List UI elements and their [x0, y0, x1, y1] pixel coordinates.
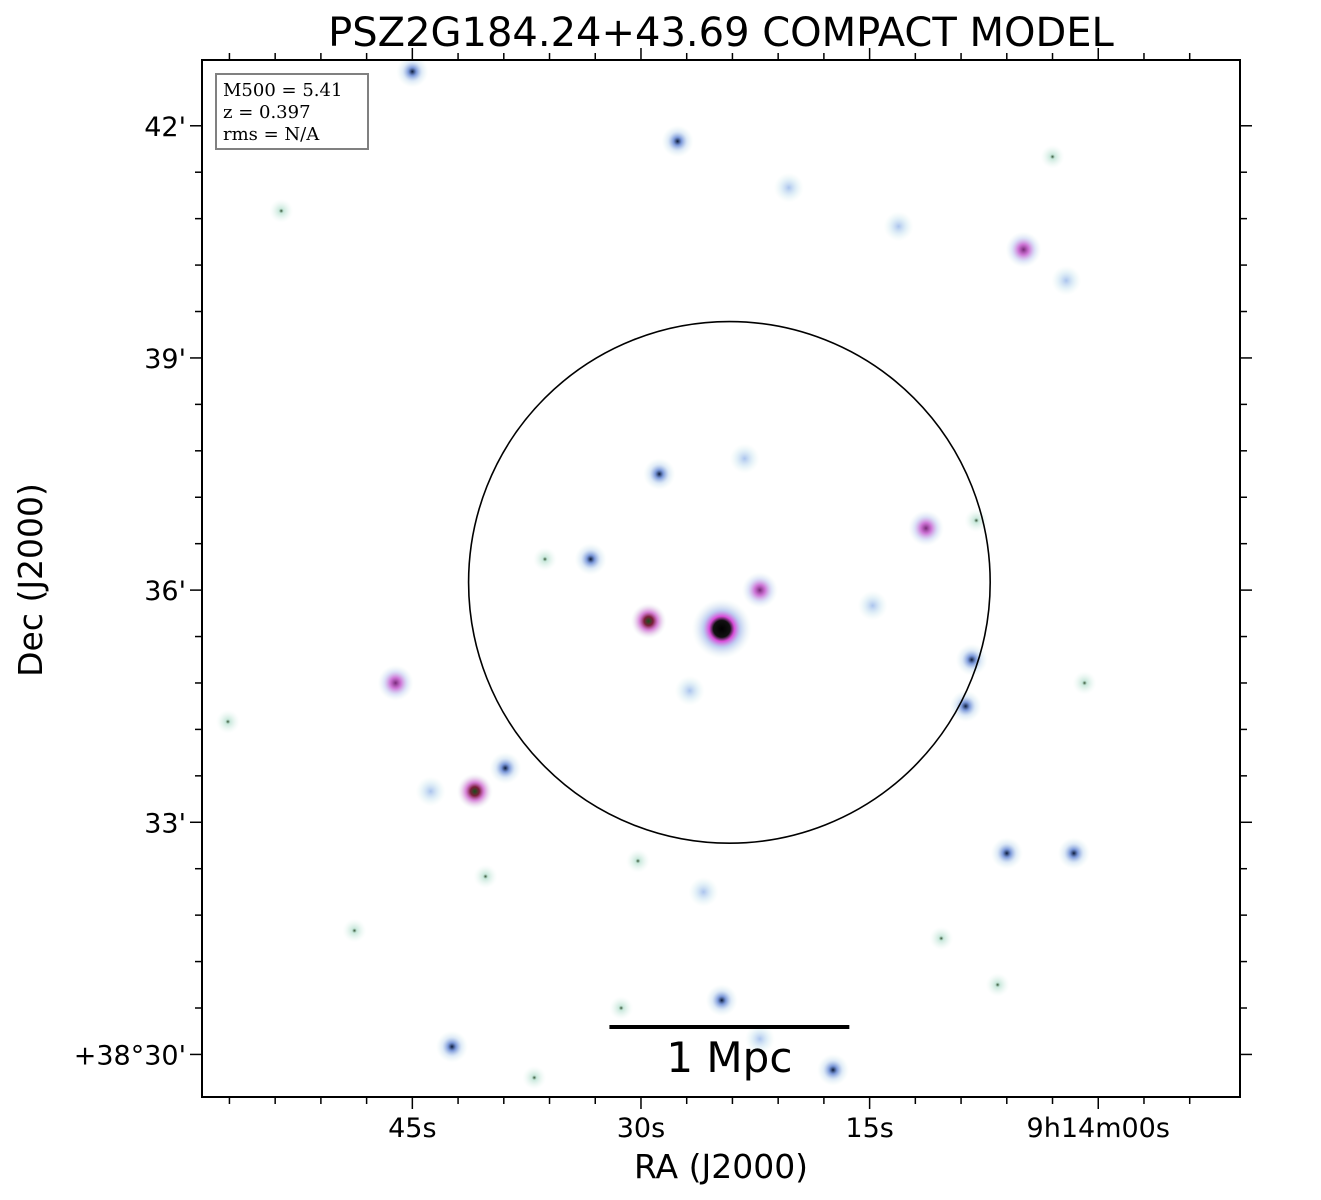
source-blue-16: [489, 752, 522, 785]
source-blue-15: [435, 1030, 468, 1063]
source-blue-1: [396, 60, 429, 88]
source-layer: [215, 60, 1097, 1090]
source-blue-13: [1057, 837, 1090, 870]
info-box-redshift: z = 0.397: [223, 102, 311, 123]
x-tick-label-3: 9h14m00s: [1027, 1113, 1170, 1144]
source-green-34: [215, 709, 240, 734]
plot-area: [202, 60, 1240, 1097]
source-green-33: [609, 996, 634, 1021]
chart-title: PSZ2G184.24+43.69 COMPACT MODEL: [328, 10, 1114, 56]
source-magenta-2: [1005, 231, 1042, 268]
source-cyan-11: [674, 675, 705, 706]
y-tick-label-0: 42': [144, 112, 186, 143]
source-green-28: [929, 926, 954, 951]
source-blue-12: [949, 690, 982, 723]
x-tick-label-1: 30s: [617, 1113, 665, 1144]
source-blue-0: [661, 125, 694, 158]
source-blue-4: [643, 458, 676, 491]
plot-frame: [201, 59, 1241, 1098]
source-green-22: [625, 848, 650, 873]
source-green-37: [1072, 670, 1097, 695]
info-box: M500 = 5.41 z = 0.397 rms = N/A: [215, 73, 369, 150]
y-tick-label-3: 33': [144, 808, 186, 839]
source-green-25: [269, 198, 294, 223]
source-blue-27: [955, 643, 988, 676]
scale-bar: 1 Mpc: [609, 1025, 850, 1082]
source-blue-29: [990, 837, 1023, 870]
source-blue-14: [705, 984, 738, 1017]
source-core-5: [691, 598, 752, 659]
source-red-9: [456, 773, 493, 810]
source-green-38: [473, 864, 498, 889]
source-magenta-8: [377, 664, 414, 701]
info-box-mass: M500 = 5.41: [223, 80, 342, 101]
scale-bar-label: 1 Mpc: [666, 1033, 792, 1082]
y-tick-label-4: +38°30': [74, 1040, 186, 1071]
source-cyan-17: [773, 172, 804, 203]
source-magenta-3: [908, 510, 945, 547]
x-axis-label: RA (J2000): [634, 1147, 808, 1186]
y-axis-label: Dec (J2000): [11, 483, 50, 677]
source-green-32: [342, 918, 367, 943]
source-green-31: [522, 1065, 547, 1090]
source-green-23: [1040, 144, 1065, 169]
y-tick-label-2: 36': [144, 576, 186, 607]
source-green-35: [985, 972, 1010, 997]
axis-ticks: 45s 30s 15s 9h14m00s 42' 39' 36' 33' +38°30': [74, 48, 1252, 1144]
x-tick-label-0: 45s: [388, 1113, 436, 1144]
source-cyan-39: [857, 590, 888, 621]
aperture-circle: [467, 320, 991, 844]
source-red-6: [630, 603, 667, 640]
source-cyan-21: [688, 876, 719, 907]
source-blue-10: [574, 543, 607, 576]
source-cyan-24: [1051, 265, 1082, 296]
source-cyan-19: [729, 443, 760, 474]
source-cyan-18: [883, 211, 914, 242]
source-magenta-7: [741, 572, 778, 609]
source-green-40: [964, 508, 989, 533]
source-green-20: [532, 547, 557, 572]
source-cyan-36: [744, 1023, 775, 1054]
source-blue-30: [817, 1053, 850, 1086]
y-tick-label-1: 39': [144, 344, 186, 375]
info-box-rms: rms = N/A: [223, 124, 320, 145]
source-cyan-26: [415, 776, 446, 807]
x-tick-label-2: 15s: [845, 1113, 893, 1144]
